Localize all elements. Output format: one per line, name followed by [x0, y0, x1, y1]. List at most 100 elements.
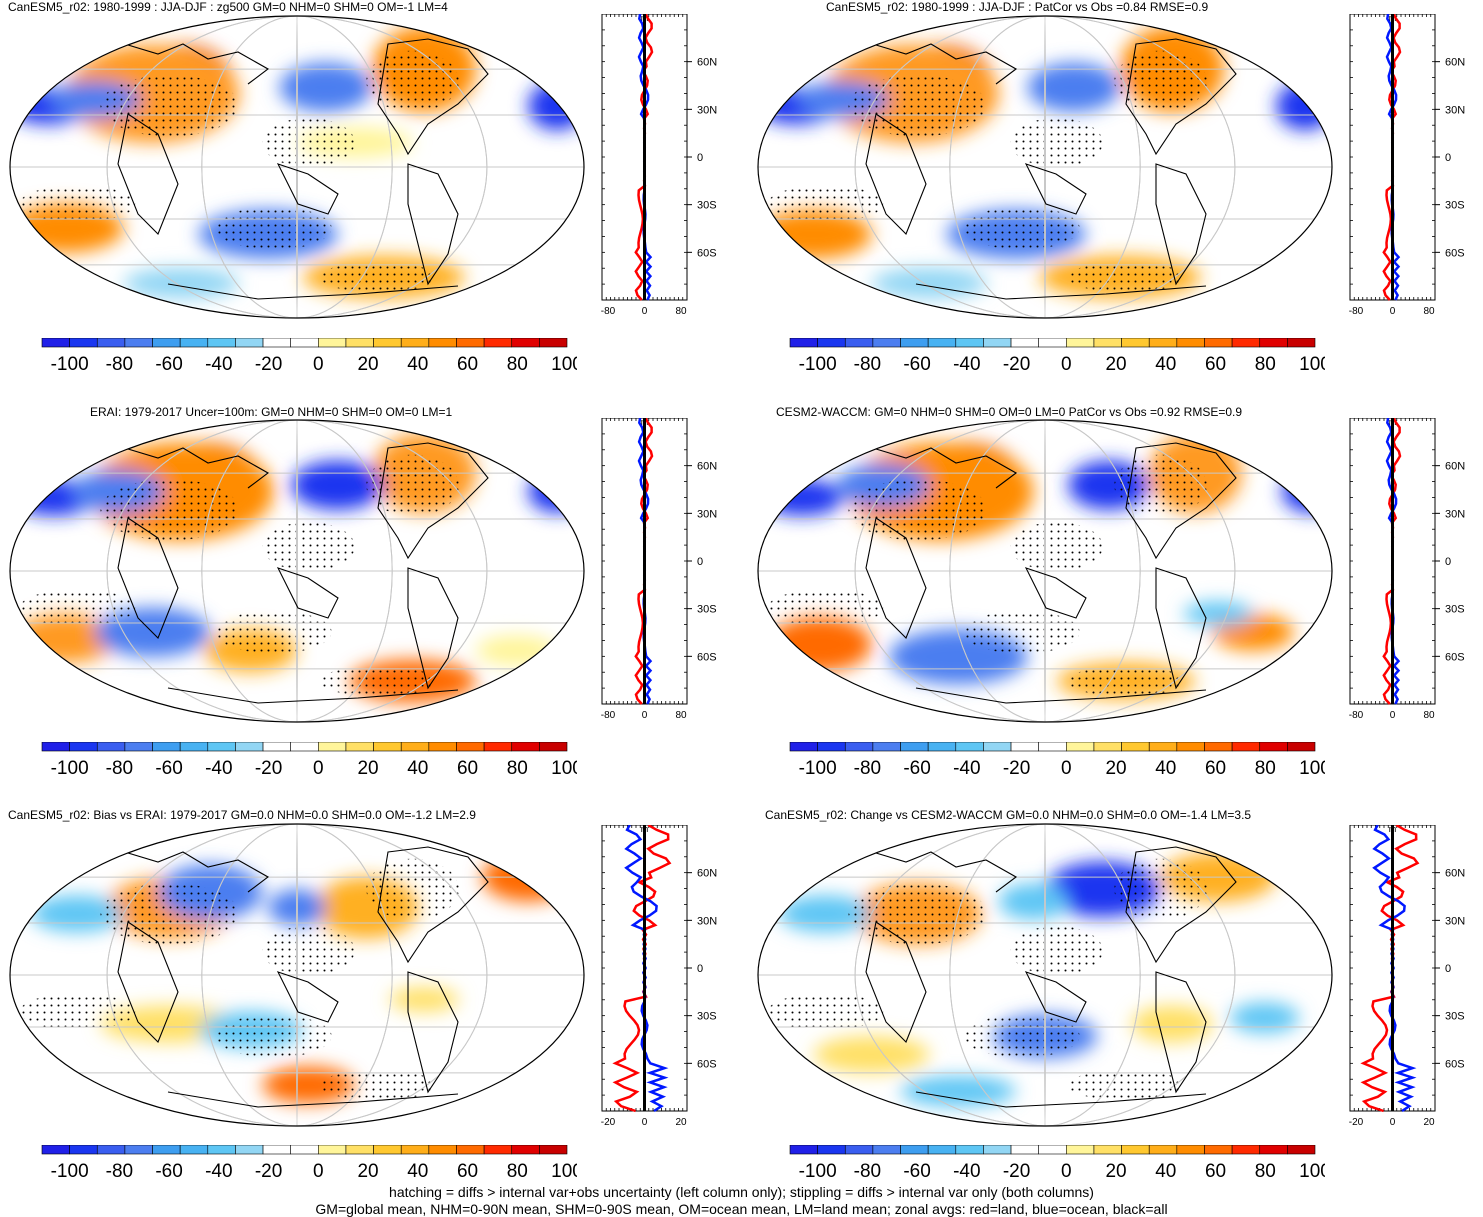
- colorbar-label: 0: [313, 354, 324, 375]
- colorbar-swatch: [1231, 742, 1261, 752]
- colorbar-label: 60: [1205, 758, 1226, 779]
- colorbar-swatch: [1121, 1145, 1150, 1155]
- map-plot: [757, 15, 1333, 319]
- colorbar-label: -60: [155, 758, 182, 779]
- colorbar-swatch: [789, 1145, 818, 1155]
- colorbar-label: 40: [1155, 758, 1176, 779]
- colorbar-swatch: [983, 1145, 1012, 1155]
- contour-anomaly: [528, 81, 584, 131]
- colorbar-swatch: [900, 338, 929, 348]
- colorbar-swatch: [1010, 338, 1039, 348]
- colorbar-label: 0: [1061, 1161, 1072, 1182]
- zonal-lat-tick: 0: [697, 152, 703, 164]
- footer-line-2: GM=global mean, NHM=0-90N mean, SHM=0-90…: [315, 1201, 1168, 1217]
- zonal-x-tick: -80: [1349, 710, 1364, 721]
- colorbar-swatch: [1093, 742, 1122, 752]
- colorbar-swatch: [152, 742, 181, 752]
- colorbar-swatch: [483, 338, 513, 348]
- contour-anomaly: [998, 883, 1069, 920]
- colorbar-swatch: [318, 338, 347, 348]
- colorbar: -100 -80 -60 -40 -20 0 20 40 60 80 100: [789, 1145, 1325, 1182]
- colorbar-swatch: [96, 338, 126, 348]
- colorbar-label: -80: [854, 354, 881, 375]
- zonal-lat-tick: 60S: [697, 247, 717, 259]
- colorbar-swatch: [1259, 1145, 1288, 1155]
- zonal-x-tick: -80: [601, 710, 616, 721]
- colorbar-swatch: [511, 1145, 540, 1155]
- colorbar-label: 20: [357, 1161, 378, 1182]
- colorbar-swatch: [983, 742, 1012, 752]
- colorbar-swatch: [207, 742, 236, 752]
- colorbar-label: -100: [799, 1161, 837, 1182]
- colorbar-label: 100: [1299, 758, 1325, 779]
- zonal-lat-tick: 0: [697, 963, 703, 975]
- contour-anomaly: [1229, 1002, 1300, 1034]
- colorbar-swatch: [927, 1145, 957, 1155]
- colorbar-label: 40: [407, 758, 428, 779]
- colorbar-label: -80: [854, 758, 881, 779]
- colorbar-swatch: [262, 1145, 291, 1155]
- colorbar-swatch: [1259, 742, 1288, 752]
- colorbar-swatch: [900, 742, 929, 752]
- colorbar-label: 100: [551, 354, 577, 375]
- zonal-x-tick: -20: [1349, 1117, 1364, 1128]
- colorbar-swatch: [539, 742, 568, 752]
- colorbar-swatch: [955, 742, 984, 752]
- zonal-lat-tick: 30N: [697, 508, 717, 520]
- zonal-x-tick: 80: [675, 306, 687, 317]
- colorbar-swatch: [456, 1145, 485, 1155]
- colorbar-swatch: [290, 742, 319, 752]
- colorbar-swatch: [1148, 338, 1178, 348]
- map-plot: [757, 823, 1333, 1127]
- colorbar-label: 20: [357, 354, 378, 375]
- colorbar-swatch: [817, 1145, 846, 1155]
- zonal-lat-tick: 30S: [1445, 200, 1465, 212]
- zonal-x-tick: 0: [1390, 1117, 1396, 1128]
- colorbar-swatch: [456, 338, 485, 348]
- colorbar-label: -20: [1003, 354, 1030, 375]
- contour-anomaly: [1027, 62, 1121, 112]
- colorbar-label: 80: [507, 1161, 528, 1182]
- panel-title: CanESM5_r02: 1980-1999 : JJA-DJF : PatCo…: [826, 0, 1209, 14]
- colorbar-swatch: [373, 1145, 402, 1155]
- zonal-lat-tick: 60N: [697, 461, 717, 473]
- zonal-x-tick: 0: [642, 1117, 648, 1128]
- colorbar-label: -60: [155, 354, 182, 375]
- colorbar-label: 100: [551, 1161, 577, 1182]
- colorbar-label: 20: [1105, 354, 1126, 375]
- colorbar-swatch: [235, 1145, 264, 1155]
- colorbar-swatch: [817, 338, 846, 348]
- colorbar-swatch: [1204, 338, 1233, 348]
- zonal-x-tick: 20: [675, 1117, 687, 1128]
- colorbar-swatch: [400, 338, 430, 348]
- colorbar-label: 100: [1299, 1161, 1325, 1182]
- colorbar-swatch: [41, 742, 70, 752]
- colorbar-swatch: [872, 742, 901, 752]
- zonal-lat-tick: 30N: [1445, 915, 1465, 927]
- zonal-lat-tick: 30S: [697, 1011, 717, 1023]
- colorbar-swatch: [1231, 1145, 1261, 1155]
- colorbar: -100 -80 -60 -40 -20 0 20 40 60 80 100: [789, 742, 1325, 779]
- zonal-lat-tick: 0: [1445, 152, 1451, 164]
- zonal-x-tick: 80: [1423, 306, 1435, 317]
- colorbar-swatch: [872, 1145, 901, 1155]
- colorbar-swatch: [235, 742, 264, 752]
- colorbar-label: 20: [357, 758, 378, 779]
- colorbar-swatch: [96, 742, 126, 752]
- map-plot: [9, 823, 585, 1127]
- colorbar-swatch: [817, 742, 846, 752]
- zonal-lat-tick: 60N: [697, 57, 717, 69]
- colorbar-swatch: [1204, 1145, 1233, 1155]
- footer-line-1: hatching = diffs > internal var+obs unce…: [389, 1184, 1094, 1200]
- contour-anomaly: [476, 635, 558, 666]
- colorbar-swatch: [539, 338, 568, 348]
- colorbar-swatch: [1066, 1145, 1095, 1155]
- colorbar-label: -40: [205, 354, 232, 375]
- colorbar-label: -20: [1003, 1161, 1030, 1182]
- colorbar-label: -80: [854, 1161, 881, 1182]
- colorbar-swatch: [539, 1145, 568, 1155]
- colorbar-label: 0: [1061, 758, 1072, 779]
- colorbar-swatch: [235, 338, 264, 348]
